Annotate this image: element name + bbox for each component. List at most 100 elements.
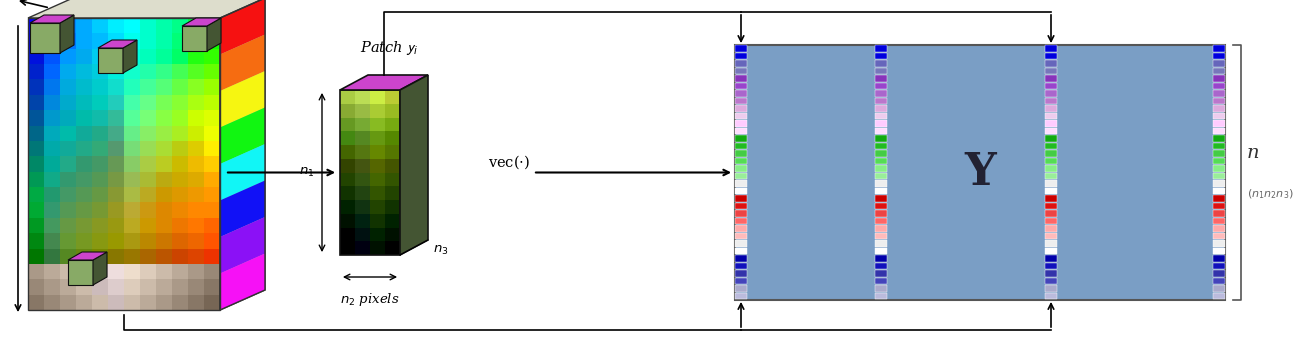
Bar [735,203,746,209]
Bar [1214,128,1225,135]
Bar [735,210,746,217]
Polygon shape [140,233,157,248]
Polygon shape [27,264,44,279]
Bar [874,233,887,239]
Polygon shape [140,18,157,33]
Bar [735,292,746,300]
Bar [874,180,887,187]
Polygon shape [157,202,172,218]
Bar [1045,285,1057,292]
Polygon shape [91,218,108,233]
Polygon shape [124,187,140,202]
Polygon shape [204,126,221,141]
Polygon shape [371,104,385,118]
Polygon shape [140,110,157,126]
Bar [735,262,746,269]
Polygon shape [140,33,157,49]
Polygon shape [60,95,76,110]
Bar [874,187,887,194]
Polygon shape [341,159,355,172]
Polygon shape [60,49,76,64]
Polygon shape [30,23,60,53]
Polygon shape [91,248,108,264]
Polygon shape [401,75,428,255]
Polygon shape [44,79,60,95]
Polygon shape [44,264,60,279]
Polygon shape [355,227,371,241]
Bar [1045,150,1057,157]
Polygon shape [76,187,91,202]
Bar [1214,240,1225,247]
Polygon shape [27,49,44,64]
Bar [874,165,887,172]
Bar [1045,60,1057,67]
Polygon shape [172,126,188,141]
Bar [1045,255,1057,262]
Bar [735,97,746,105]
Polygon shape [60,172,76,187]
Polygon shape [371,159,385,172]
Polygon shape [385,131,401,145]
Polygon shape [108,33,124,49]
Polygon shape [124,79,140,95]
Polygon shape [385,186,401,200]
Bar [1214,150,1225,157]
Polygon shape [124,49,140,64]
Bar [735,285,746,292]
Polygon shape [98,48,123,73]
Polygon shape [188,49,204,64]
Polygon shape [371,200,385,214]
Polygon shape [188,110,204,126]
Polygon shape [124,110,140,126]
Bar [874,128,887,135]
Polygon shape [157,95,172,110]
Polygon shape [44,172,60,187]
Polygon shape [385,118,401,131]
Polygon shape [341,145,355,159]
Polygon shape [124,264,140,279]
Polygon shape [172,233,188,248]
Polygon shape [204,64,221,79]
Polygon shape [355,159,371,172]
Polygon shape [204,202,221,218]
Polygon shape [76,279,91,294]
Bar [874,172,887,180]
Bar [735,135,746,142]
Polygon shape [172,33,188,49]
Polygon shape [76,202,91,218]
Polygon shape [60,233,76,248]
Polygon shape [140,279,157,294]
Bar [1045,203,1057,209]
Bar [1214,195,1225,202]
Polygon shape [91,49,108,64]
Polygon shape [27,95,44,110]
Polygon shape [60,202,76,218]
Polygon shape [188,95,204,110]
Polygon shape [44,64,60,79]
Polygon shape [341,186,355,200]
Text: $(n_1 n_2 n_3)$: $(n_1 n_2 n_3)$ [1248,188,1293,201]
Bar [874,262,887,269]
Polygon shape [91,264,108,279]
Bar [1045,217,1057,225]
Polygon shape [124,156,140,172]
Polygon shape [371,172,385,186]
Polygon shape [27,172,44,187]
Bar [874,278,887,284]
Bar [1214,278,1225,284]
Polygon shape [157,187,172,202]
Polygon shape [60,110,76,126]
Polygon shape [60,248,76,264]
Bar [735,105,746,112]
Polygon shape [157,172,172,187]
Bar [1214,75,1225,82]
Bar [1045,105,1057,112]
Polygon shape [355,104,371,118]
Polygon shape [204,49,221,64]
Polygon shape [204,187,221,202]
Polygon shape [91,64,108,79]
Polygon shape [371,186,385,200]
Bar [735,45,1225,300]
Polygon shape [371,214,385,227]
Polygon shape [157,110,172,126]
